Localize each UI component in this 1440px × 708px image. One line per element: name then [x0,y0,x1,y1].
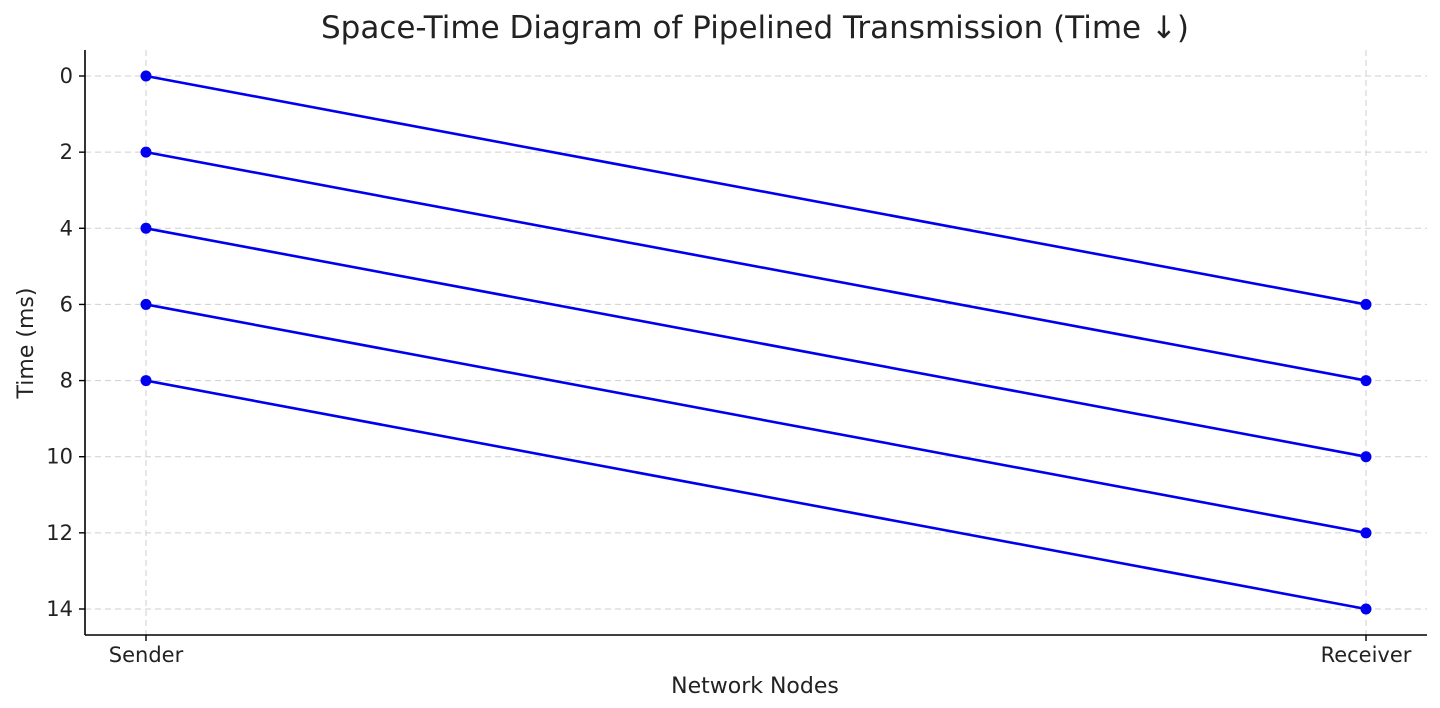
data-point-3-1 [140,222,152,234]
y-tick-label-8: 8 [60,369,73,393]
data-point-4-2 [1360,527,1372,539]
data-point-2-1 [140,146,152,158]
data-point-5-1 [140,375,152,387]
series-1 [140,70,1372,310]
series-3 [140,222,1372,463]
series-lines [140,70,1372,615]
y-tick-label-0: 0 [60,64,73,88]
data-point-3-2 [1360,451,1372,463]
chart-title: Space-Time Diagram of Pipelined Transmis… [321,10,1189,46]
series-2 [140,146,1372,387]
data-point-1-1 [140,70,152,82]
y-tick-label-14: 14 [46,597,73,621]
series-line-5 [145,379,1367,611]
y-tick-label-2: 2 [60,140,73,164]
data-point-1-2 [1360,298,1372,310]
y-tick-label-12: 12 [46,521,73,545]
x-axis-label: Network Nodes [671,674,839,699]
x-tick-label-sender: Sender [109,643,184,667]
data-point-2-2 [1360,375,1372,387]
grid [85,50,1427,635]
y-tick-label-4: 4 [60,216,73,240]
series-line-2 [145,150,1367,382]
series-5 [140,375,1372,615]
tick-labels: 0 2 4 6 8 10 12 14 Sender Receiver [46,64,1412,667]
data-point-5-2 [1360,603,1372,615]
series-4 [140,298,1372,539]
data-point-4-1 [140,298,152,310]
y-tick-label-10: 10 [46,445,73,469]
series-line-4 [145,303,1367,535]
x-tick-label-receiver: Receiver [1321,643,1412,667]
series-line-1 [145,74,1367,306]
axes [79,50,1427,641]
series-line-3 [145,227,1367,458]
y-tick-label-6: 6 [60,292,73,316]
y-axis-label: Time (ms) [14,288,39,400]
